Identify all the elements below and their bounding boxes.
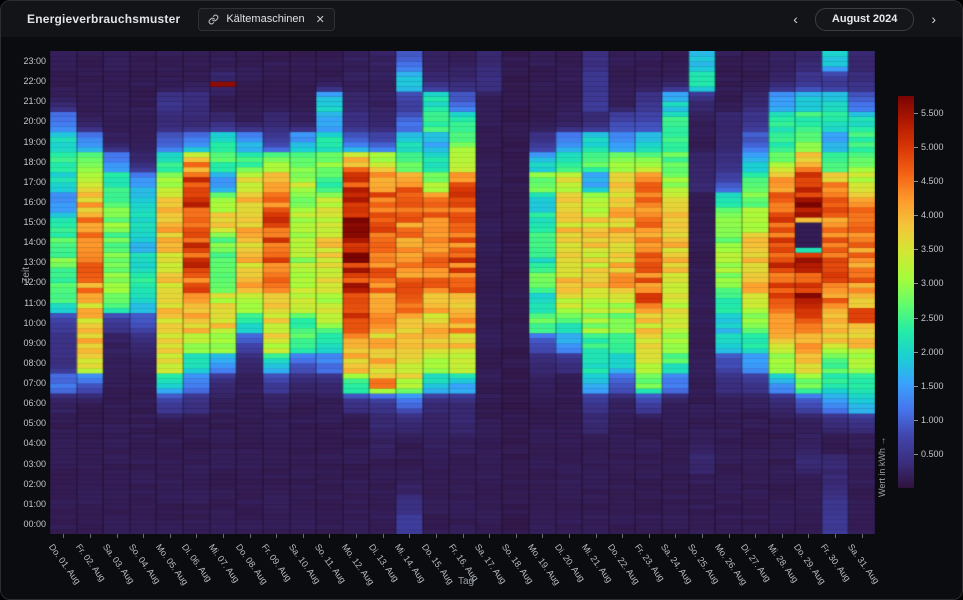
y-axis-label: 23:00 <box>23 56 46 67</box>
x-axis-tick <box>276 534 278 538</box>
x-axis-tick <box>568 534 570 538</box>
x-axis-tick <box>595 534 597 538</box>
y-axis-label: 22:00 <box>23 76 46 87</box>
tag-label: Kältemaschinen <box>226 13 305 25</box>
chevron-right-icon[interactable]: › <box>931 11 936 27</box>
colorbar-tick-label: 3.000 <box>921 278 944 289</box>
x-axis-tick <box>249 534 251 538</box>
colorbar-title: Wert in kWh → <box>877 436 887 497</box>
colorbar-tick-label: 0.500 <box>921 448 944 459</box>
x-axis-title: Tag <box>457 576 475 587</box>
x-axis-tick <box>89 534 91 538</box>
colorbar-tick <box>914 215 918 217</box>
y-axis-label: 18:00 <box>23 156 46 167</box>
x-axis-tick <box>861 534 863 538</box>
colorbar-tick-label: 1.500 <box>921 380 944 391</box>
x-axis-tick <box>435 534 437 538</box>
y-axis-label: 07:00 <box>23 378 46 389</box>
x-axis-tick <box>143 534 145 538</box>
y-axis-label: 12:00 <box>23 277 46 288</box>
colorbar-tick-label: 5.500 <box>921 108 944 119</box>
y-axis-label: 17:00 <box>23 176 46 187</box>
x-axis-tick <box>382 534 384 538</box>
chevron-left-icon[interactable]: ‹ <box>793 11 798 27</box>
y-axis-label: 05:00 <box>23 418 46 429</box>
colorbar-tick <box>914 317 918 319</box>
x-axis-tick <box>302 534 304 538</box>
panel-header: Energieverbrauchsmuster Kältemaschinen ✕… <box>1 1 962 38</box>
colorbar-tick-label: 2.000 <box>921 346 944 357</box>
x-axis-tick <box>116 534 118 538</box>
y-axis-label: 19:00 <box>23 136 46 147</box>
y-axis-title: Zeit <box>21 267 32 284</box>
y-axis-label: 10:00 <box>23 317 46 328</box>
colorbar-tick <box>914 181 918 183</box>
x-axis-tick <box>462 534 464 538</box>
x-axis-tick <box>489 534 491 538</box>
x-axis-tick <box>356 534 358 538</box>
x-axis-tick <box>329 534 331 538</box>
y-axis-label: 15:00 <box>23 217 46 228</box>
x-axis-tick <box>542 534 544 538</box>
x-axis-tick <box>835 534 837 538</box>
y-axis-label: 02:00 <box>23 478 46 489</box>
date-range-button[interactable]: August 2024 <box>814 7 915 31</box>
colorbar-tick-label: 4.000 <box>921 210 944 221</box>
x-axis-label: Sa. 31. Aug <box>845 542 882 586</box>
y-axis-label: 11:00 <box>24 297 46 308</box>
x-axis-tick <box>196 534 198 538</box>
date-navigation: ‹ August 2024 › <box>789 7 940 31</box>
x-axis-tick <box>63 534 65 538</box>
link-icon <box>208 14 219 25</box>
colorbar-tick-label: 1.000 <box>921 414 944 425</box>
colorbar-tick <box>914 283 918 285</box>
colorbar-tick <box>914 453 918 455</box>
colorbar-tick <box>914 249 918 251</box>
x-axis-tick <box>728 534 730 538</box>
x-axis-tick <box>781 534 783 538</box>
colorbar-tick <box>914 113 918 115</box>
colorbar-tick-label: 2.500 <box>921 312 944 323</box>
y-axis-label: 14:00 <box>23 237 46 248</box>
x-axis-tick <box>409 534 411 538</box>
heatmap-plot-area: 23:00 22:00 21:00 20:00 19:00 18:00 17:00 16:00… <box>1 37 962 599</box>
y-axis-label: 04:00 <box>23 438 46 449</box>
y-axis-label: 03:00 <box>23 458 46 469</box>
y-axis-label: 21:00 <box>23 96 46 107</box>
x-axis-tick <box>808 534 810 538</box>
colorbar-tick <box>914 385 918 387</box>
x-axis-tick <box>622 534 624 538</box>
y-axis-label: 00:00 <box>23 518 46 529</box>
y-axis-label: 06:00 <box>23 398 46 409</box>
colorbar-tick <box>914 147 918 149</box>
x-axis-tick <box>755 534 757 538</box>
x-axis-tick <box>648 534 650 538</box>
x-axis-tick <box>169 534 171 538</box>
y-axis-label: 13:00 <box>23 257 46 268</box>
colorbar-tick <box>914 351 918 353</box>
colorbar-tick-label: 4.500 <box>921 176 944 187</box>
x-axis-tick <box>515 534 517 538</box>
y-axis-label: 01:00 <box>23 498 46 509</box>
x-axis-tick <box>675 534 677 538</box>
colorbar-tick-label: 3.500 <box>921 244 944 255</box>
tag-remove-icon[interactable]: ✕ <box>315 13 325 26</box>
heatmap-canvas[interactable] <box>50 51 875 534</box>
x-axis-tick <box>702 534 704 538</box>
colorbar-tick-label: 5.000 <box>921 142 944 153</box>
panel-title: Energieverbrauchsmuster <box>27 12 181 26</box>
y-axis-label: 20:00 <box>23 116 46 127</box>
y-axis-label: 16:00 <box>23 196 46 207</box>
colorbar <box>898 96 914 488</box>
tag-chip-kaeltemaschinen[interactable]: Kältemaschinen ✕ <box>198 7 335 31</box>
colorbar-tick <box>914 419 918 421</box>
y-axis-label: 08:00 <box>23 357 46 368</box>
y-axis-label: 09:00 <box>23 337 46 348</box>
x-axis-tick <box>222 534 224 538</box>
